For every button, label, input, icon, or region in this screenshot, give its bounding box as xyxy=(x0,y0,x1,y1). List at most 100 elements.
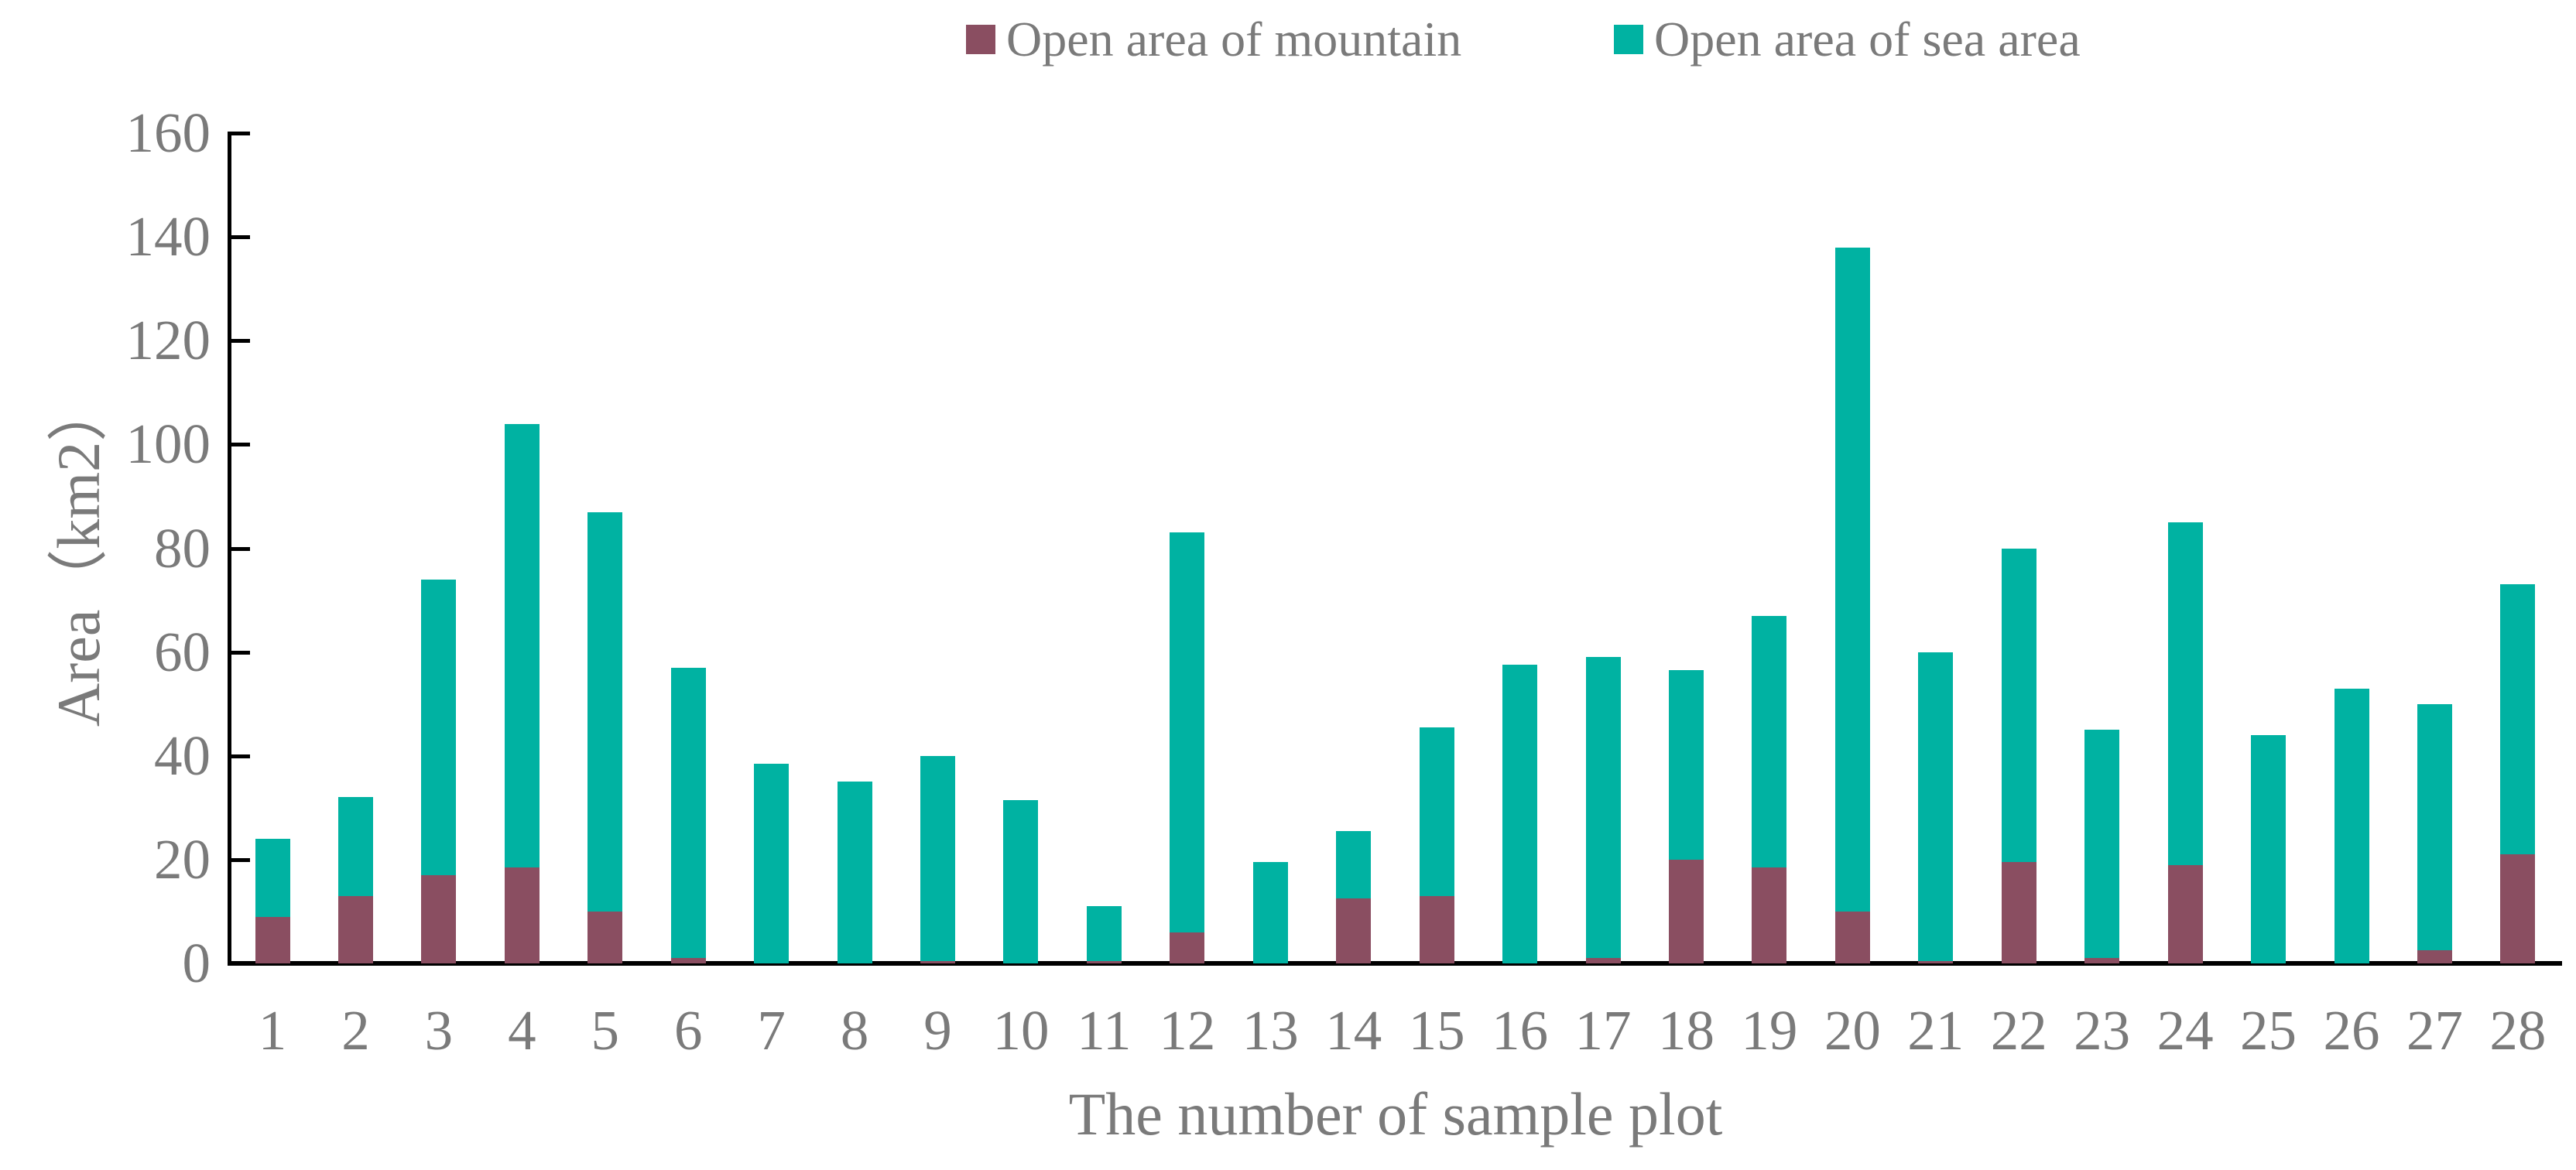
y-tick-label: 40 xyxy=(154,724,211,787)
x-tick-label: 18 xyxy=(1657,999,1714,1062)
legend-item-mountain: Open area of mountain xyxy=(966,12,1461,67)
y-tick xyxy=(231,754,250,758)
legend-item-sea: Open area of sea area xyxy=(1614,12,2081,67)
x-tick-label: 17 xyxy=(1574,999,1632,1062)
bar-segment-mountain-6 xyxy=(670,958,706,963)
x-tick-label: 8 xyxy=(840,999,869,1062)
x-tick-label: 23 xyxy=(2074,999,2131,1062)
x-tick-label: 5 xyxy=(591,999,620,1062)
bar-segment-mountain-1 xyxy=(255,916,290,963)
x-tick-label: 4 xyxy=(508,999,536,1062)
bar-segment-mountain-14 xyxy=(1336,898,1372,963)
bar-segment-sea-20 xyxy=(1834,247,1870,912)
x-axis-line xyxy=(228,961,2562,966)
bar-segment-mountain-9 xyxy=(920,960,956,963)
x-tick-label: 27 xyxy=(2406,999,2463,1062)
legend-swatch-sea-icon xyxy=(1614,25,1643,54)
x-tick-label: 10 xyxy=(992,999,1050,1062)
bar-segment-sea-18 xyxy=(1668,670,1704,860)
bar-segment-sea-16 xyxy=(1502,665,1538,963)
bar-segment-sea-19 xyxy=(1752,615,1787,867)
x-tick-label: 14 xyxy=(1325,999,1382,1062)
bar-segment-sea-5 xyxy=(587,511,623,912)
bar-segment-sea-13 xyxy=(1252,862,1288,963)
bar-segment-mountain-5 xyxy=(587,911,623,963)
y-tick-label: 0 xyxy=(182,932,211,994)
bar-segment-mountain-2 xyxy=(337,895,373,963)
bar-segment-sea-23 xyxy=(2084,730,2120,959)
bar-segment-sea-8 xyxy=(837,782,872,963)
bar-segment-mountain-24 xyxy=(2167,864,2203,963)
x-tick-label: 24 xyxy=(2156,999,2214,1062)
bar-segment-mountain-3 xyxy=(421,874,457,963)
bar-segment-mountain-17 xyxy=(1585,958,1621,963)
x-tick-label: 20 xyxy=(1824,999,1881,1062)
x-tick-label: 11 xyxy=(1077,999,1132,1062)
y-tick-label: 100 xyxy=(125,412,211,476)
x-tick-label: 26 xyxy=(2323,999,2380,1062)
bar-segment-sea-26 xyxy=(2334,688,2369,963)
y-tick xyxy=(231,235,250,240)
bar-segment-mountain-4 xyxy=(504,867,540,963)
legend-label-sea: Open area of sea area xyxy=(1654,12,2081,67)
y-tick-label: 140 xyxy=(125,205,211,269)
bar-segment-mountain-22 xyxy=(2001,862,2036,963)
legend-swatch-mountain-icon xyxy=(966,25,995,54)
y-tick-label: 160 xyxy=(125,101,211,164)
bar-segment-mountain-28 xyxy=(2500,854,2536,963)
x-tick-label: 9 xyxy=(923,999,952,1062)
bar-segment-sea-6 xyxy=(670,667,706,959)
bar-segment-sea-22 xyxy=(2001,548,2036,863)
x-axis-title: The number of sample plot xyxy=(1068,1080,1723,1148)
y-tick xyxy=(231,443,250,447)
bar-segment-mountain-21 xyxy=(1918,960,1954,963)
x-tick-label: 2 xyxy=(341,999,370,1062)
bar-segment-mountain-27 xyxy=(2417,950,2452,963)
y-tick-label: 120 xyxy=(125,309,211,372)
bar-segment-sea-14 xyxy=(1336,830,1372,899)
y-tick xyxy=(231,857,250,862)
y-tick xyxy=(231,650,250,655)
x-tick-label: 16 xyxy=(1492,999,1549,1062)
bar-segment-mountain-18 xyxy=(1668,859,1704,963)
legend-label-mountain: Open area of mountain xyxy=(1006,12,1462,67)
y-tick xyxy=(231,546,250,551)
y-tick xyxy=(231,339,250,344)
x-tick-label: 15 xyxy=(1408,999,1465,1062)
x-tick-label: 25 xyxy=(2240,999,2297,1062)
x-tick-label: 1 xyxy=(258,999,287,1062)
x-tick-label: 21 xyxy=(1907,999,1965,1062)
y-tick-label: 20 xyxy=(154,827,211,891)
y-tick xyxy=(231,962,250,966)
y-tick xyxy=(231,132,250,135)
bar-segment-sea-21 xyxy=(1918,652,1954,961)
bar-segment-sea-12 xyxy=(1170,532,1205,932)
bar-segment-sea-11 xyxy=(1086,906,1122,961)
y-tick-label: 60 xyxy=(154,620,211,683)
bar-segment-sea-28 xyxy=(2500,584,2536,855)
bar-segment-mountain-11 xyxy=(1086,960,1122,963)
x-tick-label: 3 xyxy=(424,999,454,1062)
bar-segment-sea-4 xyxy=(504,423,540,867)
y-axis-line xyxy=(228,132,231,966)
bar-segment-mountain-19 xyxy=(1752,867,1787,963)
x-tick-label: 7 xyxy=(757,999,786,1062)
x-tick-label: 6 xyxy=(673,999,703,1062)
bar-segment-sea-10 xyxy=(1003,799,1039,963)
bar-segment-sea-25 xyxy=(2251,734,2287,963)
bar-segment-sea-1 xyxy=(255,839,290,917)
bar-segment-sea-24 xyxy=(2167,522,2203,865)
bar-segment-sea-17 xyxy=(1585,657,1621,959)
x-tick-label: 12 xyxy=(1159,999,1216,1062)
x-tick-label: 28 xyxy=(2489,999,2547,1062)
bar-segment-sea-3 xyxy=(421,579,457,875)
bar-segment-mountain-15 xyxy=(1419,895,1454,963)
bar-segment-sea-9 xyxy=(920,755,956,961)
bar-segment-mountain-20 xyxy=(1834,911,1870,963)
bar-segment-sea-7 xyxy=(754,763,790,963)
bar-segment-sea-27 xyxy=(2417,703,2452,951)
bar-segment-mountain-23 xyxy=(2084,958,2120,963)
x-tick-label: 22 xyxy=(1990,999,2047,1062)
bar-segment-mountain-12 xyxy=(1170,932,1205,963)
